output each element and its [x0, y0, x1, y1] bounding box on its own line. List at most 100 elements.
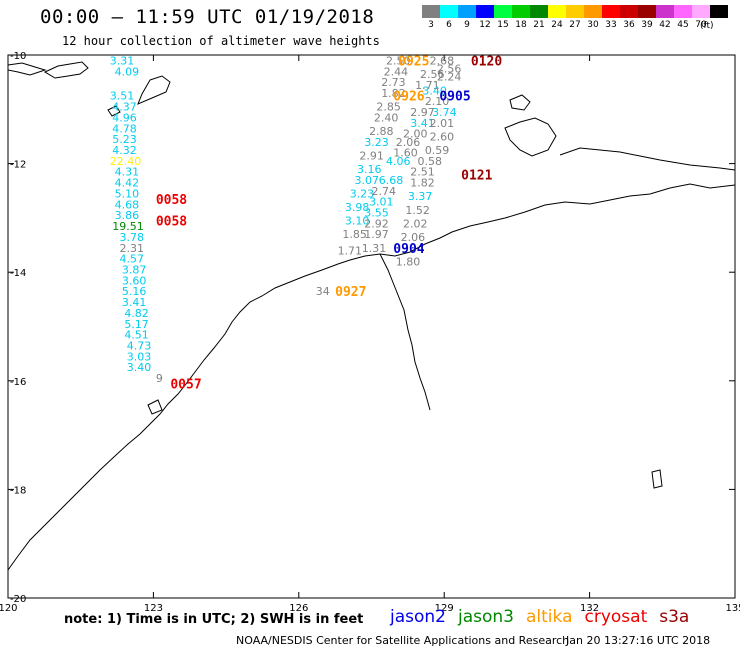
- wave-height-value: 2.40: [374, 111, 399, 124]
- wave-height-value: 2.10: [425, 95, 450, 108]
- coastline-rote: [107, 105, 121, 117]
- lat-tick-label: -10: [10, 51, 26, 62]
- pass-time-label: 0058: [156, 193, 187, 208]
- color-swatch: [656, 5, 674, 18]
- map-ticks: 120 123 126 129 132 135 -10 -12 -14 -16 -18 -20: [0, 51, 740, 614]
- wave-height-value: 2.85: [376, 101, 401, 114]
- wave-height-value: 3.40: [422, 84, 447, 97]
- satellite-legend-s3a: s3a: [659, 607, 690, 627]
- color-swatch: [638, 5, 656, 18]
- color-swatch: [476, 5, 494, 18]
- lat-tick-label: -12: [10, 160, 26, 171]
- satellite-legend: jason2 jason3 altika cryosat s3a: [390, 607, 689, 627]
- wave-height-value: 2.51: [410, 166, 435, 179]
- footnote: note: 1) Time is in UTC; 2) SWH is in fe…: [64, 612, 364, 627]
- lat-tick-label: -18: [10, 485, 26, 496]
- wave-height-value: 4.09: [115, 65, 140, 78]
- lon-tick-label: 120: [0, 603, 18, 614]
- color-scale-label: 70: [695, 20, 707, 30]
- color-scale-label: 3: [428, 20, 434, 30]
- wave-height-value: 1.97: [364, 228, 389, 241]
- color-scale-label: 36: [623, 20, 635, 30]
- wave-height-value: 4.06: [386, 155, 411, 168]
- satellite-legend-altika: altika: [526, 607, 573, 627]
- wave-height-value: 3.98: [345, 201, 370, 214]
- coastline-west-islet: [147, 399, 163, 415]
- wave-height-value: 19.51: [112, 220, 144, 233]
- color-swatch: [530, 5, 548, 18]
- wave-height-value: 4.51: [124, 329, 149, 342]
- wave-height-value: 2.02: [403, 217, 428, 230]
- wave-height-value: 2.91: [359, 149, 384, 162]
- color-scale-label: 42: [659, 20, 671, 30]
- color-scale-label: 6: [446, 20, 452, 30]
- color-swatch: [458, 5, 476, 18]
- lon-tick-label: 132: [580, 603, 599, 614]
- wave-height-value: 3.41: [122, 296, 147, 309]
- color-scale-labels: 3 6 9 12 15 18 21 24 27 30 33 36 39 42 45 70: [422, 20, 728, 30]
- wave-height-value: 3.01: [369, 196, 394, 209]
- lat-tick-label: -20: [10, 594, 26, 605]
- coastline-island-east: [43, 61, 89, 79]
- coastline-lesser-sunda: [7, 62, 47, 76]
- wave-height-value: 3.41: [410, 117, 435, 130]
- color-scale-label: 45: [677, 20, 689, 30]
- wave-height-value: 2.74: [372, 185, 397, 198]
- color-swatch: [494, 5, 512, 18]
- wave-height-value: 3.23: [350, 187, 375, 200]
- pass-time-label: 0905: [439, 90, 470, 105]
- coastline-sumba: [137, 75, 171, 105]
- wave-height-value: 5.16: [122, 285, 147, 298]
- wave-height-value: 2.06: [396, 136, 421, 149]
- color-swatch: [512, 5, 530, 18]
- map-title: 00:00 – 11:59 UTC 01/19/2018: [40, 6, 375, 28]
- wave-height-value: 3.03: [127, 350, 152, 363]
- map-frame: [7, 54, 736, 599]
- wave-height-value: 0.59: [425, 144, 450, 157]
- wave-height-value: 3.40: [127, 361, 152, 374]
- wave-height-value: 3.31: [110, 54, 135, 67]
- wave-height-value: 1.71: [415, 79, 440, 92]
- color-swatch: [602, 5, 620, 18]
- wave-height-value: 2.56: [420, 68, 445, 81]
- wave-height-value: 4.31: [115, 166, 140, 179]
- wave-height-value: 2.00: [403, 128, 428, 141]
- color-swatch: [710, 5, 728, 18]
- wave-height-value: 3.87: [122, 263, 147, 276]
- pass-time-label: 0120: [471, 54, 502, 69]
- wave-height-value: 4.73: [127, 340, 152, 353]
- wave-height-value: 1.52: [405, 204, 430, 217]
- pass-time-label: 0927: [335, 285, 366, 300]
- wave-height-value: 2.01: [430, 117, 455, 130]
- wave-height-value: 1.80: [396, 255, 421, 268]
- color-scale-swatches: [422, 5, 728, 18]
- color-swatch: [440, 5, 458, 18]
- wave-height-value: 2.24: [437, 71, 462, 84]
- wave-height-value: 2.97: [410, 106, 435, 119]
- wave-height-value: 3.86: [115, 209, 140, 222]
- satellite-pass-times: 0925 0120 0926 0905 0121 0058 0058 0904 0927 0057: [156, 54, 503, 392]
- wave-height-value: 4.68: [115, 198, 140, 211]
- color-scale-label: 18: [515, 20, 527, 30]
- wave-height-value: 2.56: [437, 63, 462, 76]
- coastline-north-australia: [7, 183, 736, 571]
- color-swatch: [620, 5, 638, 18]
- wave-height-value: 6.68: [379, 174, 404, 187]
- wave-height-value: 2.68: [430, 54, 455, 67]
- color-scale-label: 33: [605, 20, 617, 30]
- pass-time-label: 0058: [156, 215, 187, 230]
- coastline-aru: [559, 147, 736, 171]
- wave-height-value: 0.58: [418, 155, 443, 168]
- wave-height-value: 3.55: [364, 206, 389, 219]
- pass-time-label: 0057: [170, 378, 201, 393]
- color-scale-label: 15: [497, 20, 509, 30]
- wave-height-value: 4.82: [124, 307, 149, 320]
- wave-height-value: 1.31: [362, 242, 387, 255]
- wave-height-value: 4.42: [115, 177, 140, 190]
- pass-time-label: 0925: [398, 54, 429, 69]
- wave-height-value: 3.60: [122, 274, 147, 287]
- wave-height-value: 2.44: [384, 65, 409, 78]
- lat-tick-label: -16: [10, 377, 26, 388]
- color-scale-legend: 3 6 9 12 15 18 21 24 27 30 33 36 39 42 45 70: [422, 5, 728, 30]
